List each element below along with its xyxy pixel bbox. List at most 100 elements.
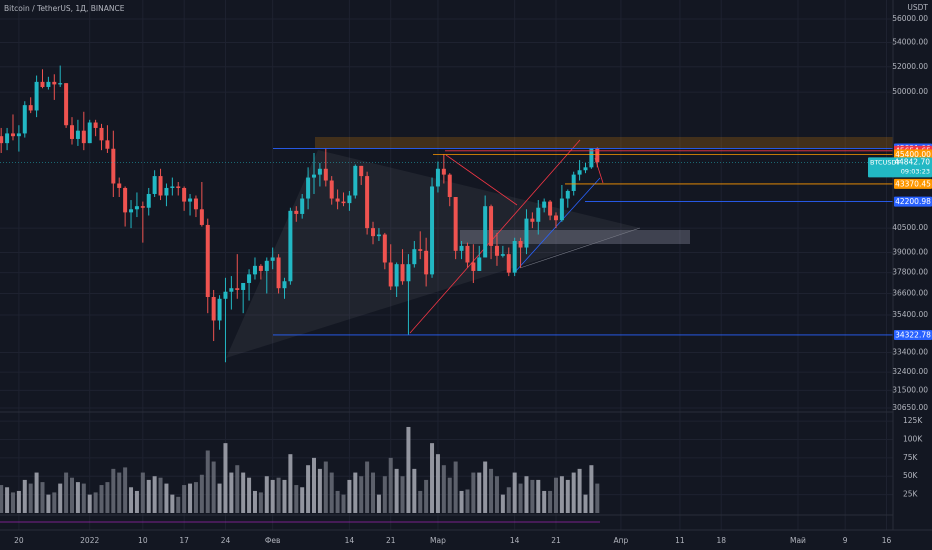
volume-bar: [583, 494, 588, 513]
axes: 20 2022 10 17 24 Фев 14 21 Мар 14 21 Апр 11 18 Май 9 16 5…: [14, 14, 932, 545]
volume-bar: [559, 476, 564, 513]
x-tick-label: Май: [790, 536, 806, 545]
volume-bar: [471, 472, 476, 513]
volume-bar: [365, 461, 370, 513]
candle-body: [323, 168, 328, 181]
volume-bar: [400, 476, 405, 513]
candle-body: [530, 218, 535, 222]
candle-body: [111, 148, 116, 184]
candle-body: [306, 177, 311, 199]
candle-body: [282, 281, 287, 289]
candle-body: [188, 198, 193, 202]
candle-body: [394, 264, 399, 287]
volume-bar: [518, 483, 523, 513]
volume-bar: [93, 492, 98, 513]
candle-body: [229, 288, 234, 292]
candle-body: [75, 130, 80, 139]
volume-bar: [376, 494, 381, 513]
candle-body: [435, 168, 440, 187]
candle-body: [58, 83, 63, 85]
volume-bar: [317, 468, 322, 513]
x-tick-label: 21: [386, 536, 396, 545]
candle-body: [99, 127, 104, 141]
candle-body: [500, 254, 505, 256]
volume-bar: [270, 479, 275, 513]
volume-bar: [494, 476, 499, 513]
volume-tick-label: 50K: [903, 471, 919, 480]
volume-bar: [536, 479, 541, 513]
x-tick-label: 18: [716, 536, 726, 545]
candle-body: [418, 249, 423, 251]
volume-bar: [565, 479, 570, 513]
candle-body: [64, 83, 69, 126]
volume-bar: [418, 490, 423, 513]
volume-bar: [435, 454, 440, 513]
volume-bar: [288, 454, 293, 513]
volume-bar: [176, 496, 181, 513]
candle-body: [10, 133, 15, 137]
level-badge: [894, 329, 932, 340]
volume-bar: [235, 465, 240, 513]
volume-bar: [595, 483, 600, 513]
volume-bar: [205, 450, 210, 513]
candle-body: [400, 264, 405, 282]
candle-body: [341, 201, 346, 204]
candle-body: [199, 209, 204, 225]
volume-bar: [388, 457, 393, 513]
candle-body: [583, 167, 588, 171]
level-badge: [894, 196, 932, 207]
volume-bar: [264, 476, 269, 513]
candle-body: [459, 245, 464, 251]
candle-body: [317, 168, 322, 175]
trend-line: [519, 227, 641, 269]
x-tick-label: 10: [138, 536, 148, 545]
volume-bar: [483, 461, 488, 513]
candle-body: [87, 122, 92, 144]
volume-bar: [512, 472, 517, 513]
x-tick-label: 21: [551, 536, 561, 545]
candle-body: [28, 105, 33, 111]
candle-body: [371, 228, 376, 237]
volume-bar: [223, 443, 228, 513]
currency-label: USDT: [907, 3, 928, 12]
y-tick-label: 50000.00: [892, 87, 928, 96]
volume-bar: [134, 490, 139, 513]
candle-body: [247, 274, 252, 283]
volume-bar: [64, 472, 69, 513]
x-tick-label: 9: [843, 536, 848, 545]
x-tick-label: 2022: [80, 536, 99, 545]
volume-bar: [46, 494, 51, 513]
y-tick-label: 56000.00: [892, 14, 928, 23]
candle-body: [506, 254, 511, 273]
volume-bar: [465, 489, 470, 513]
candle-body: [447, 174, 452, 198]
candle-body: [412, 249, 417, 265]
candle-body: [193, 198, 198, 210]
volume-tick-label: 125K: [903, 416, 923, 425]
volume-bar: [5, 487, 10, 513]
candle-body: [512, 240, 517, 273]
candle-body: [548, 201, 553, 216]
candle-body: [300, 198, 305, 214]
candle-body: [176, 186, 181, 188]
x-tick-label: Апр: [614, 536, 629, 545]
volume-bar: [211, 461, 216, 513]
candle-body: [465, 245, 470, 263]
candle-body: [140, 206, 145, 208]
volume-bar: [241, 472, 246, 513]
volume-bar: [105, 482, 110, 513]
candle-body: [105, 140, 110, 149]
volume-bar: [111, 468, 116, 513]
volume-bar: [506, 487, 511, 513]
volume-bar: [0, 485, 4, 513]
candle-body: [571, 174, 576, 191]
volume-bar: [553, 477, 558, 513]
candle-body: [471, 262, 476, 271]
volume-bar: [430, 443, 435, 513]
volume-bar: [16, 490, 21, 513]
candle-body: [353, 165, 358, 196]
volume-bar: [394, 468, 399, 513]
volume-bar: [589, 465, 594, 513]
volume-bar: [548, 490, 553, 513]
